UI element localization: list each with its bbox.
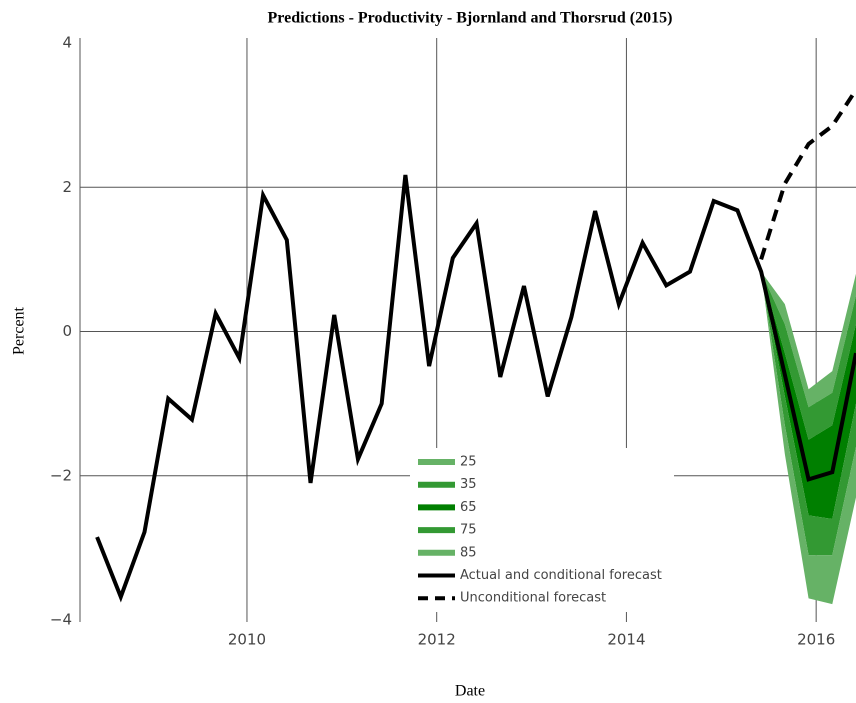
series-line bbox=[759, 88, 856, 260]
y-axis-label: Percent bbox=[11, 306, 28, 355]
legend: 25 35 65 75 85 Actual and conditional forecas… bbox=[410, 448, 674, 612]
y-tick-label: −4 bbox=[50, 611, 72, 629]
legend-label: 75 bbox=[460, 523, 477, 538]
x-tick-label: 2010 bbox=[228, 631, 266, 649]
fan-band bbox=[761, 271, 856, 440]
x-tick-label: 2012 bbox=[418, 631, 456, 649]
legend-label: Unconditional forecast bbox=[460, 591, 606, 606]
x-tick-label: 2014 bbox=[607, 631, 645, 649]
legend-label: 25 bbox=[460, 455, 477, 470]
legend-label: 65 bbox=[460, 500, 477, 515]
y-tick-label: 2 bbox=[62, 178, 72, 196]
y-tick-label: 0 bbox=[62, 322, 72, 340]
series-line bbox=[95, 174, 856, 603]
x-axis-label: Date bbox=[455, 683, 485, 700]
fan-band bbox=[761, 271, 856, 520]
x-tick-label: 2016 bbox=[797, 631, 835, 649]
y-tick-label: −2 bbox=[50, 466, 72, 484]
legend-label: Actual and conditional forecast bbox=[460, 568, 662, 583]
chart-title: Predictions - Productivity - Bjornland a… bbox=[268, 10, 673, 27]
legend-label: 35 bbox=[460, 477, 477, 492]
fan-band bbox=[761, 271, 856, 408]
plot-area bbox=[80, 38, 856, 622]
y-tick-label: 4 bbox=[62, 34, 72, 52]
legend-label: 85 bbox=[460, 545, 477, 560]
